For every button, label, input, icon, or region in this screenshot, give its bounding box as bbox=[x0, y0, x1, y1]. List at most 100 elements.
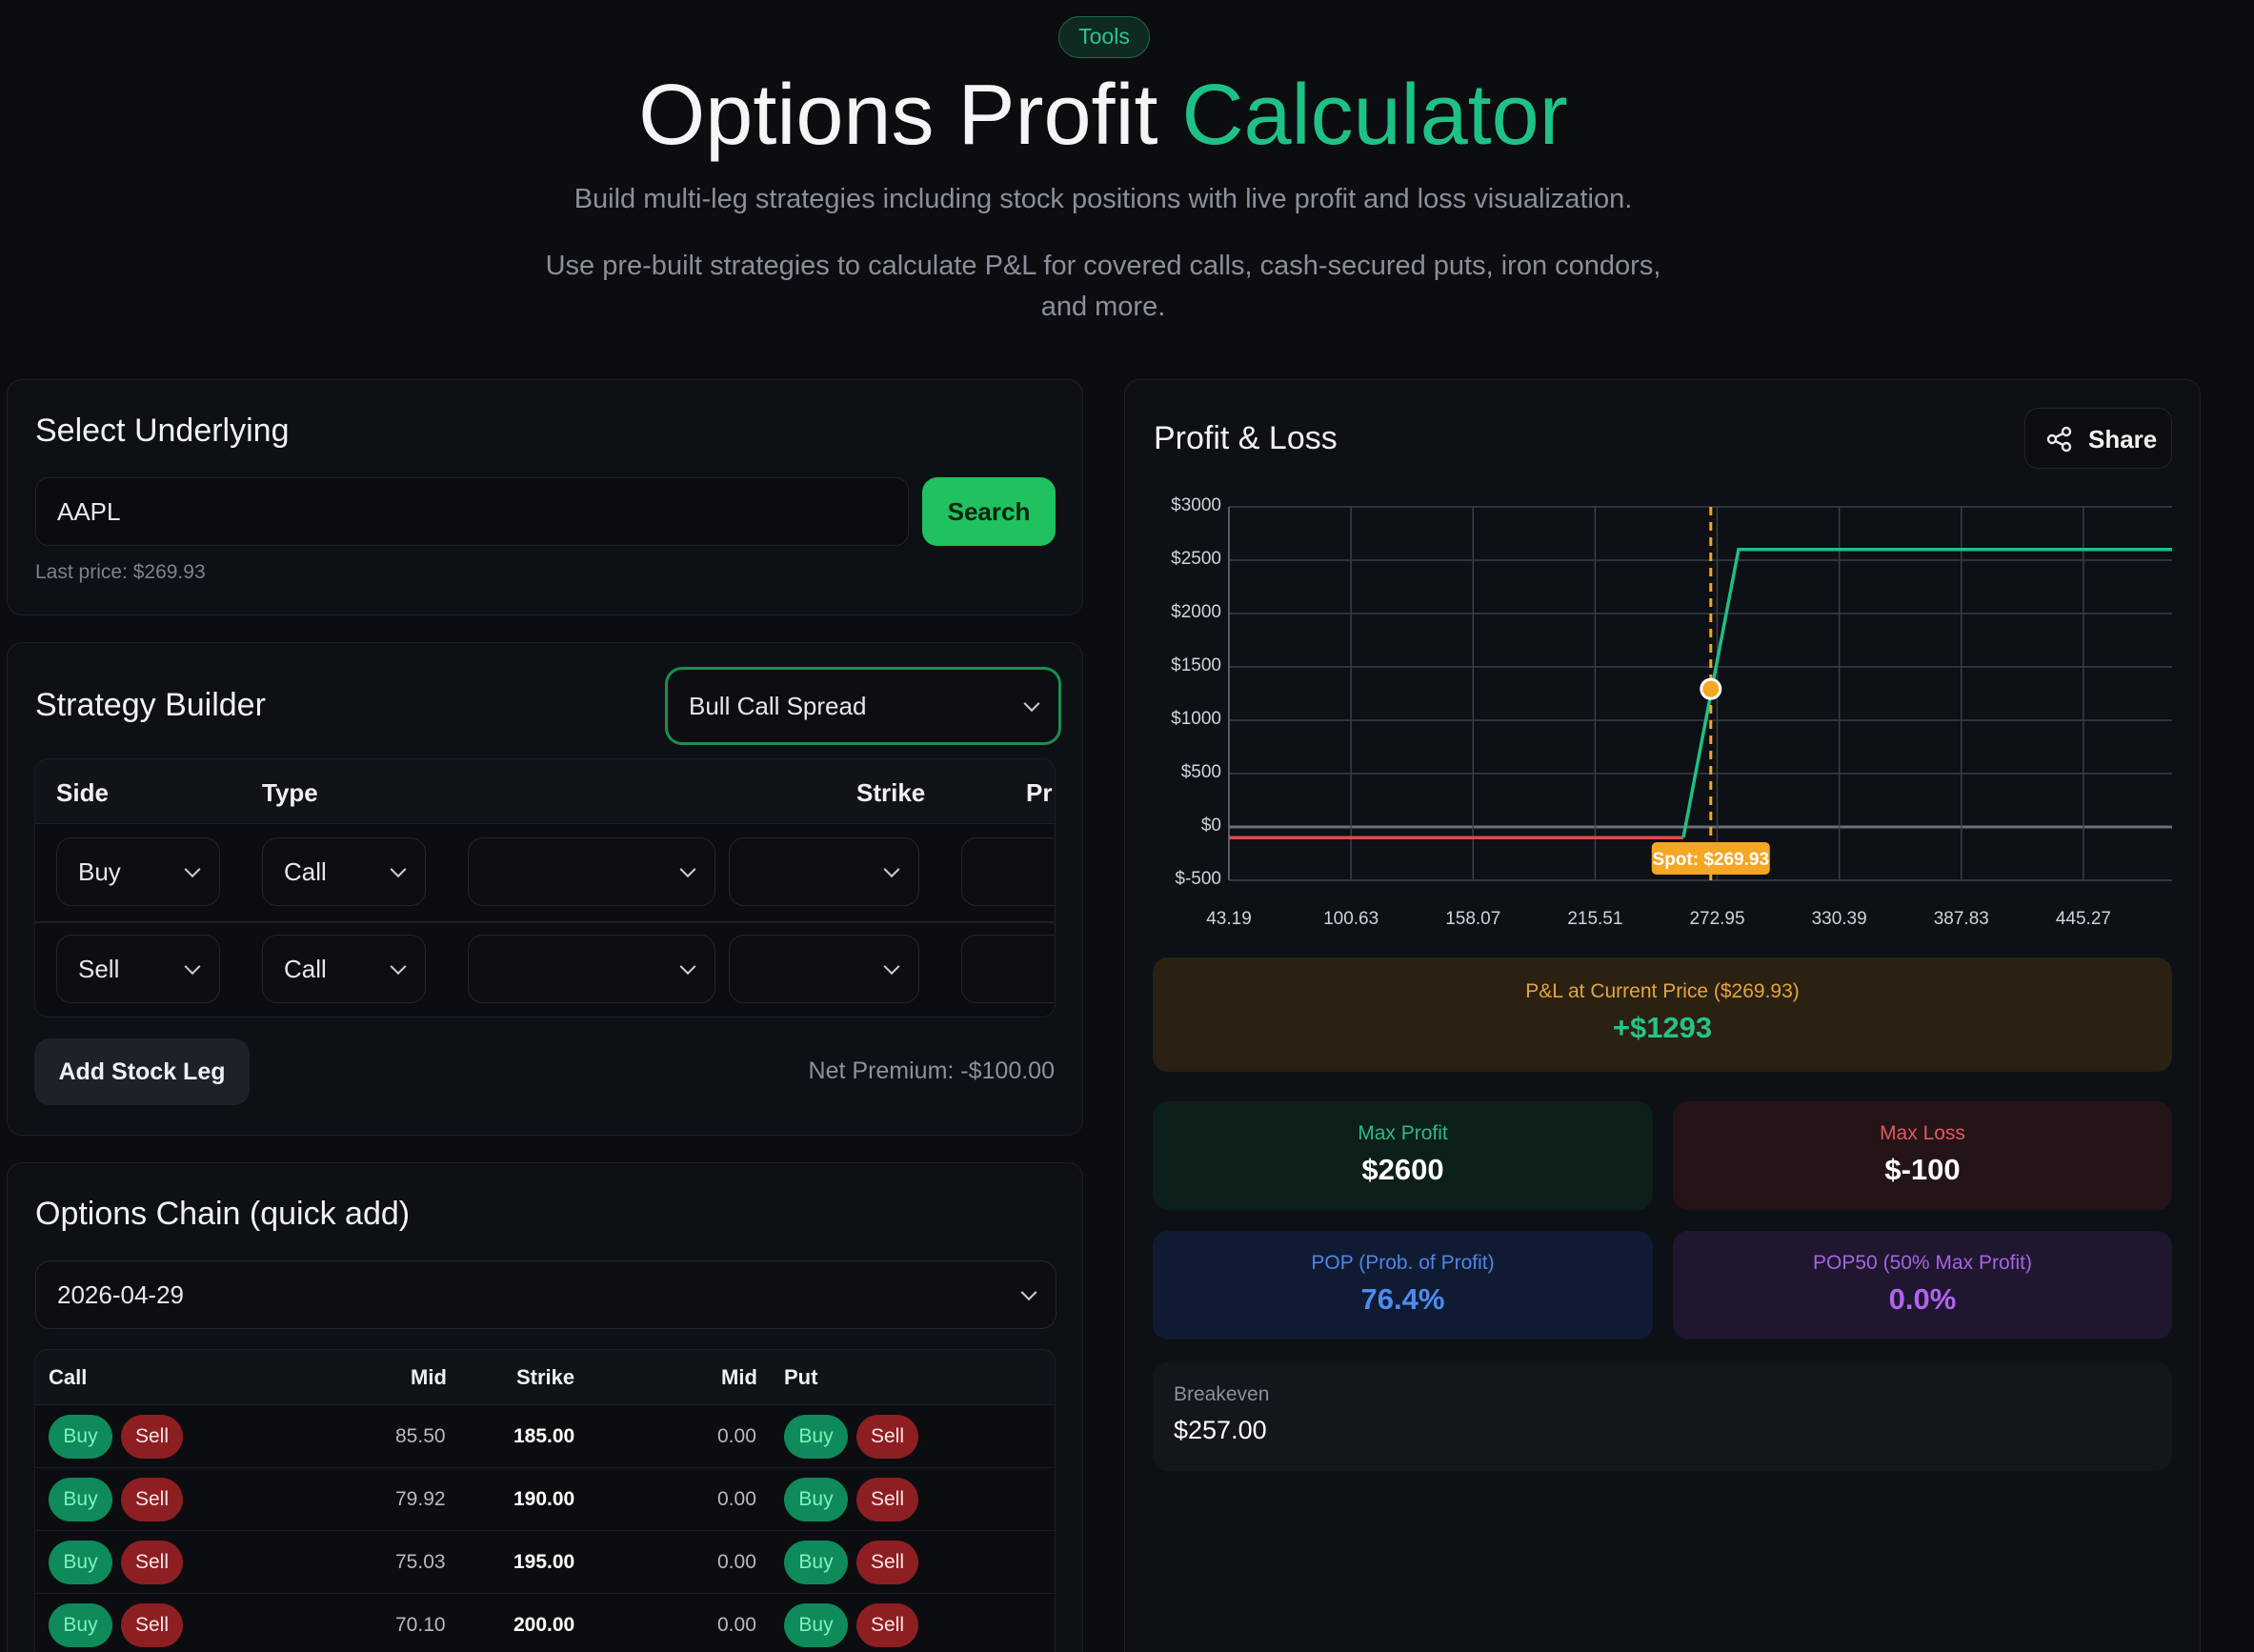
call-buy-button[interactable]: Buy bbox=[49, 1541, 112, 1584]
chevron-down-icon bbox=[883, 958, 900, 976]
table-row: Buy Sell 85.50 185.00 0.00 Buy Sell bbox=[35, 1405, 1055, 1468]
strike: 190.00 bbox=[513, 1488, 575, 1510]
pop50-value: 0.0% bbox=[1888, 1282, 1957, 1316]
y-tick-label: $-500 bbox=[1175, 869, 1221, 889]
strike: 195.00 bbox=[513, 1551, 575, 1573]
leg-2-expiry-select[interactable] bbox=[468, 935, 715, 1003]
call-buy-button[interactable]: Buy bbox=[49, 1603, 112, 1647]
put-buy-button[interactable]: Buy bbox=[784, 1415, 848, 1459]
symbol-input[interactable]: AAPL bbox=[35, 477, 909, 546]
chevron-down-icon bbox=[883, 861, 900, 878]
put-buy-button[interactable]: Buy bbox=[784, 1478, 848, 1521]
col-strike: Strike bbox=[856, 778, 926, 807]
title-accent: Calculator bbox=[1181, 68, 1568, 163]
chevron-down-icon bbox=[390, 861, 407, 878]
col-side: Side bbox=[56, 778, 109, 807]
call-mid: 75.03 bbox=[395, 1551, 446, 1573]
strategy-title: Strategy Builder bbox=[35, 687, 266, 723]
leg-1-type-select[interactable]: Call bbox=[262, 837, 426, 906]
add-stock-leg-button[interactable]: Add Stock Leg bbox=[34, 1038, 250, 1105]
chain-table: Call Mid Strike Mid Put Buy Sell 85.50 1… bbox=[34, 1349, 1056, 1652]
chain-table-header: Call Mid Strike Mid Put bbox=[35, 1350, 1055, 1405]
row-divider bbox=[35, 921, 1055, 923]
max-profit-panel: Max Profit $2600 bbox=[1153, 1101, 1653, 1210]
strike: 185.00 bbox=[513, 1425, 575, 1447]
put-buy-button[interactable]: Buy bbox=[784, 1541, 848, 1584]
leg-2-type: Call bbox=[284, 954, 327, 983]
leg-1-expiry-select[interactable] bbox=[468, 837, 715, 906]
search-button[interactable]: Search bbox=[922, 477, 1056, 546]
legs-table: Side Type Strike Pr Buy Call Sell Call bbox=[34, 758, 1056, 1017]
x-tick-label: 272.95 bbox=[1689, 909, 1745, 929]
col-strike: Strike bbox=[516, 1365, 575, 1389]
put-mid: 0.00 bbox=[717, 1614, 756, 1636]
leg-1-type: Call bbox=[284, 856, 327, 886]
pnl-chart: Spot: $269.93 bbox=[1228, 506, 2172, 881]
col-call-mid: Mid bbox=[411, 1365, 447, 1389]
call-buy-button[interactable]: Buy bbox=[49, 1478, 112, 1521]
page-subtitle: Build multi-leg strategies including sto… bbox=[574, 184, 1633, 214]
put-sell-button[interactable]: Sell bbox=[856, 1478, 918, 1521]
table-row: Buy Sell 70.10 200.00 0.00 Buy Sell bbox=[35, 1594, 1055, 1652]
expiry-value: 2026-04-29 bbox=[57, 1279, 184, 1309]
share-icon bbox=[2046, 426, 2072, 453]
leg-2-type-select[interactable]: Call bbox=[262, 935, 426, 1003]
put-sell-button[interactable]: Sell bbox=[856, 1541, 918, 1584]
call-sell-button[interactable]: Sell bbox=[121, 1415, 183, 1459]
y-tick-label: $1000 bbox=[1171, 709, 1221, 729]
put-buy-button[interactable]: Buy bbox=[784, 1603, 848, 1647]
max-loss-value: $-100 bbox=[1884, 1153, 1961, 1186]
breakeven-panel: Breakeven $257.00 bbox=[1153, 1362, 2172, 1471]
put-mid: 0.00 bbox=[717, 1425, 756, 1447]
call-sell-button[interactable]: Sell bbox=[121, 1541, 183, 1584]
leg-1-premium-input[interactable] bbox=[961, 837, 1055, 906]
call-mid: 70.10 bbox=[395, 1614, 446, 1636]
breakeven-label: Breakeven bbox=[1174, 1383, 1270, 1405]
x-tick-label: 100.63 bbox=[1323, 909, 1379, 929]
breakeven-value: $257.00 bbox=[1174, 1416, 1267, 1444]
call-mid: 85.50 bbox=[395, 1425, 446, 1447]
x-tick-label: 330.39 bbox=[1811, 909, 1867, 929]
leg-2-strike-select[interactable] bbox=[729, 935, 919, 1003]
pnl-series-line bbox=[1681, 548, 2172, 838]
put-sell-button[interactable]: Sell bbox=[856, 1415, 918, 1459]
max-profit-value: $2600 bbox=[1361, 1153, 1444, 1186]
share-button[interactable]: Share bbox=[2024, 408, 2172, 469]
leg-1-strike-select[interactable] bbox=[729, 837, 919, 906]
col-call: Call bbox=[49, 1365, 88, 1389]
x-tick-label: 158.07 bbox=[1445, 909, 1501, 929]
current-pnl-panel: P&L at Current Price ($269.93) +$1293 bbox=[1153, 957, 2172, 1072]
chevron-down-icon bbox=[1020, 1284, 1037, 1301]
call-sell-button[interactable]: Sell bbox=[121, 1478, 183, 1521]
pop-label: POP (Prob. of Profit) bbox=[1311, 1252, 1495, 1274]
chevron-down-icon bbox=[679, 958, 696, 976]
strategy-select[interactable]: Bull Call Spread bbox=[665, 667, 1061, 745]
leg-2-side: Sell bbox=[78, 954, 120, 983]
call-sell-button[interactable]: Sell bbox=[121, 1603, 183, 1647]
call-buy-button[interactable]: Buy bbox=[49, 1415, 112, 1459]
underlying-title: Select Underlying bbox=[35, 413, 290, 449]
col-put: Put bbox=[784, 1365, 818, 1389]
current-pnl-label: P&L at Current Price ($269.93) bbox=[1525, 980, 1800, 1002]
x-tick-label: 387.83 bbox=[1933, 909, 1989, 929]
x-tick-label: 215.51 bbox=[1567, 909, 1623, 929]
expiry-select[interactable]: 2026-04-29 bbox=[35, 1260, 1057, 1329]
chevron-down-icon bbox=[679, 861, 696, 878]
y-tick-label: $3000 bbox=[1171, 495, 1221, 515]
put-sell-button[interactable]: Sell bbox=[856, 1603, 918, 1647]
table-row: Buy Sell 75.03 195.00 0.00 Buy Sell bbox=[35, 1531, 1055, 1594]
y-tick-label: $1500 bbox=[1171, 655, 1221, 675]
chevron-down-icon bbox=[184, 958, 201, 976]
chevron-down-icon bbox=[1023, 695, 1040, 713]
spot-label-bg bbox=[1651, 842, 1770, 875]
pop-panel: POP (Prob. of Profit) 76.4% bbox=[1153, 1231, 1653, 1340]
call-mid: 79.92 bbox=[395, 1488, 446, 1510]
leg-2-side-select[interactable]: Sell bbox=[56, 935, 220, 1003]
underlying-card: Select Underlying AAPL Search Last price… bbox=[7, 379, 1083, 615]
leg-1-side-select[interactable]: Buy bbox=[56, 837, 220, 906]
page-description: Use pre-built strategies to calculate P&… bbox=[545, 251, 1661, 322]
col-type: Type bbox=[262, 778, 318, 807]
put-mid: 0.00 bbox=[717, 1551, 756, 1573]
chevron-down-icon bbox=[390, 958, 407, 976]
leg-2-premium-input[interactable] bbox=[961, 935, 1055, 1003]
